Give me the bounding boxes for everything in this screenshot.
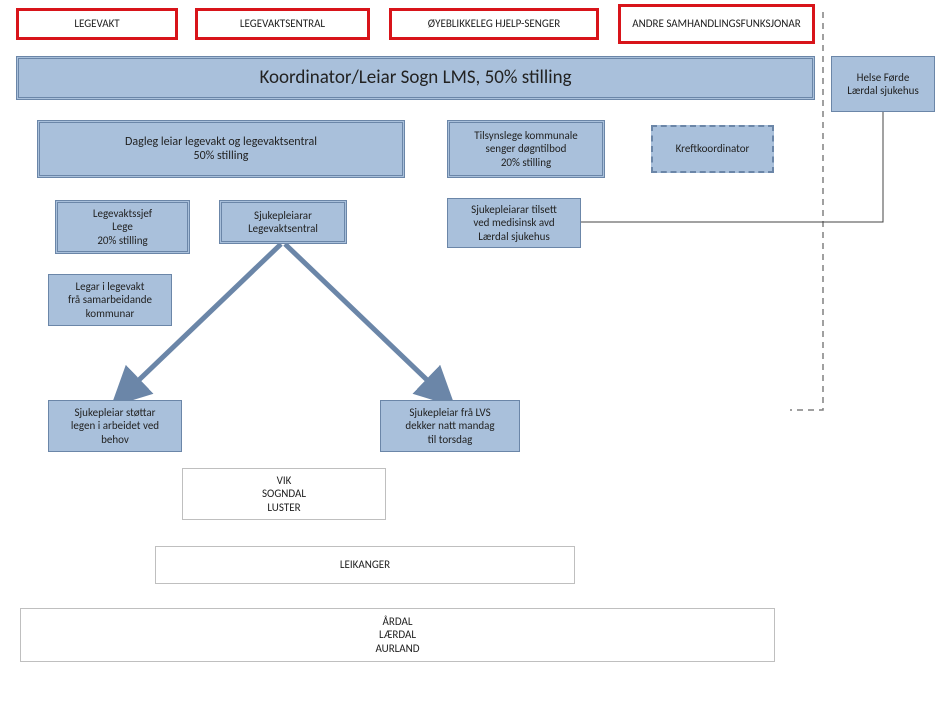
node-leikanger: LEIKANGER: [155, 546, 575, 584]
node-tilsynslege: Tilsynslege kommunalesenger døgntilbod20…: [447, 120, 605, 178]
connectors-layer: [0, 0, 942, 706]
node-vik-sogndal-luster: VIKSOGNDALLUSTER: [182, 468, 386, 520]
node-kreftkoordinator: Kreftkoordinator: [651, 125, 774, 173]
node-dekker-natt: Sjukepleiar frå LVSdekker natt mandagtil…: [380, 400, 520, 452]
node-koordinator: Koordinator/Leiar Sogn LMS, 50% stilling: [16, 56, 815, 100]
node-stottar: Sjukepleiar støttarlegen i arbeidet vedb…: [48, 400, 182, 452]
node-sjukepleiarar-lvs: SjukepleiararLegevaktsentral: [219, 200, 347, 244]
header-tab-andre: ANDRE SAMHANDLINGSFUNKSJONAR: [618, 4, 815, 44]
node-ardal-laerdal-aurland: ÅRDALLÆRDALAURLAND: [20, 608, 775, 662]
node-dagleg-leiar: Dagleg leiar legevakt og legevaktsentral…: [37, 120, 405, 178]
node-sjukepleiarar-tilsett: Sjukepleiarar tilsettved medisinsk avdLæ…: [447, 198, 581, 248]
node-legevaktssjef: LegevaktssjefLege20% stilling: [55, 200, 190, 254]
header-tab-oyeblikkeleg: ØYEBLIKKELEG HJELP-SENGER: [389, 8, 599, 40]
node-helse-forde: Helse FørdeLærdal sjukehus: [831, 56, 935, 112]
header-tab-legevakt: LEGEVAKT: [16, 8, 178, 40]
node-legar-samarbeid: Legar i legevaktfrå samarbeidandekommuna…: [48, 274, 172, 326]
header-tab-legevaktsentral: LEGEVAKTSENTRAL: [195, 8, 370, 40]
